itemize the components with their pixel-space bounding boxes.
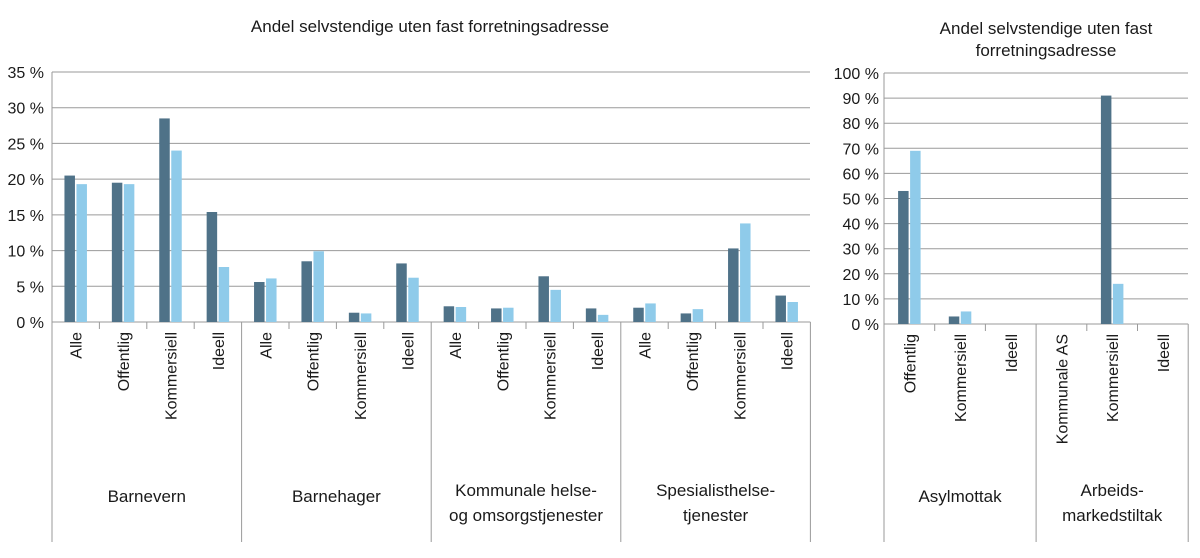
y-tick-label: 70 % xyxy=(843,141,879,158)
bar xyxy=(408,277,419,322)
bar xyxy=(313,251,324,322)
y-tick-label: 10 % xyxy=(843,292,879,309)
bar xyxy=(443,306,455,322)
bar xyxy=(111,182,123,322)
group-label: markedstiltak xyxy=(1062,506,1163,525)
bar xyxy=(76,184,87,322)
group-label: Spesialisthelse- xyxy=(656,481,775,500)
bar xyxy=(898,190,909,324)
bar xyxy=(491,308,502,322)
chart-title: forretningsadresse xyxy=(976,41,1117,60)
x-tick-label: Alle xyxy=(258,332,275,359)
x-tick-label: Kommersiell xyxy=(953,334,970,422)
bar xyxy=(775,295,786,322)
bar xyxy=(538,276,549,322)
bar xyxy=(960,311,972,324)
bar xyxy=(645,303,656,322)
y-tick-label: 10 % xyxy=(8,244,44,261)
group-label: Kommunale helse- xyxy=(455,481,597,500)
bar xyxy=(680,313,692,322)
x-tick-label: Offentlig xyxy=(902,334,919,393)
bar xyxy=(503,307,514,322)
bar xyxy=(455,307,467,322)
bar xyxy=(218,267,230,322)
y-tick-label: 60 % xyxy=(843,166,879,183)
bar xyxy=(1112,283,1124,324)
x-tick-label: Kommersiell xyxy=(732,332,749,420)
group-label: og omsorgstjenester xyxy=(449,506,603,525)
chart-title: Andel selvstendige uten fast forretnings… xyxy=(251,17,609,36)
y-tick-label: 25 % xyxy=(8,136,44,153)
x-tick-label: Kommersiell xyxy=(164,332,181,420)
x-tick-label: Ideell xyxy=(1156,334,1173,372)
x-tick-label: Offentlig xyxy=(685,332,702,391)
y-tick-label: 90 % xyxy=(843,91,879,108)
bar xyxy=(910,150,921,324)
group-label: Asylmottak xyxy=(918,487,1002,506)
group-label: Barnehager xyxy=(292,487,381,506)
bar xyxy=(585,308,597,322)
y-tick-label: 30 % xyxy=(843,242,879,259)
y-tick-label: 40 % xyxy=(843,217,879,234)
x-tick-label: Alle xyxy=(638,332,655,359)
bar xyxy=(123,184,135,322)
group-label: tjenester xyxy=(683,506,749,525)
x-tick-label: Ideell xyxy=(780,332,797,370)
x-tick-label: Ideell xyxy=(590,332,607,370)
x-tick-label: Ideell xyxy=(1004,334,1021,372)
bar xyxy=(348,312,360,322)
bar xyxy=(159,118,170,322)
x-tick-label: Kommersiell xyxy=(543,332,560,420)
bar xyxy=(266,278,277,322)
x-tick-label: Offentlig xyxy=(306,332,323,391)
y-tick-label: 30 % xyxy=(8,101,44,118)
bar xyxy=(254,282,265,322)
bar xyxy=(301,261,312,322)
bar xyxy=(728,248,739,322)
chart-title: Andel selvstendige uten fast xyxy=(940,19,1153,38)
x-tick-label: Offentlig xyxy=(116,332,133,391)
x-tick-label: Ideell xyxy=(401,332,418,370)
bar xyxy=(787,302,798,322)
y-tick-label: 35 % xyxy=(8,65,44,82)
y-tick-label: 0 % xyxy=(16,315,44,332)
x-tick-label: Alle xyxy=(448,332,465,359)
bar xyxy=(360,313,372,322)
y-tick-label: 0 % xyxy=(851,317,879,334)
bar xyxy=(171,150,182,322)
x-tick-label: Kommersiell xyxy=(353,332,370,420)
bar xyxy=(550,289,561,322)
y-tick-label: 100 % xyxy=(834,66,879,83)
x-tick-label: Kommersiell xyxy=(1105,334,1122,422)
x-tick-label: Alle xyxy=(69,332,86,359)
y-tick-label: 50 % xyxy=(843,192,879,209)
x-tick-label: Ideell xyxy=(211,332,228,370)
bar xyxy=(692,309,704,322)
bar xyxy=(740,223,751,322)
x-tick-label: Offentlig xyxy=(495,332,512,391)
y-tick-label: 5 % xyxy=(16,279,44,296)
group-label: Arbeids- xyxy=(1080,481,1143,500)
bar xyxy=(64,175,75,322)
bar xyxy=(1100,95,1112,324)
bar xyxy=(206,212,218,322)
group-label: Barnevern xyxy=(108,487,186,506)
bar xyxy=(396,263,407,322)
bar xyxy=(597,314,609,322)
y-tick-label: 20 % xyxy=(843,267,879,284)
y-tick-label: 15 % xyxy=(8,208,44,225)
y-tick-label: 20 % xyxy=(8,172,44,189)
y-tick-label: 80 % xyxy=(843,116,879,133)
x-tick-label: Kommunale AS xyxy=(1054,334,1071,444)
bar xyxy=(633,307,644,322)
bar xyxy=(948,316,960,324)
